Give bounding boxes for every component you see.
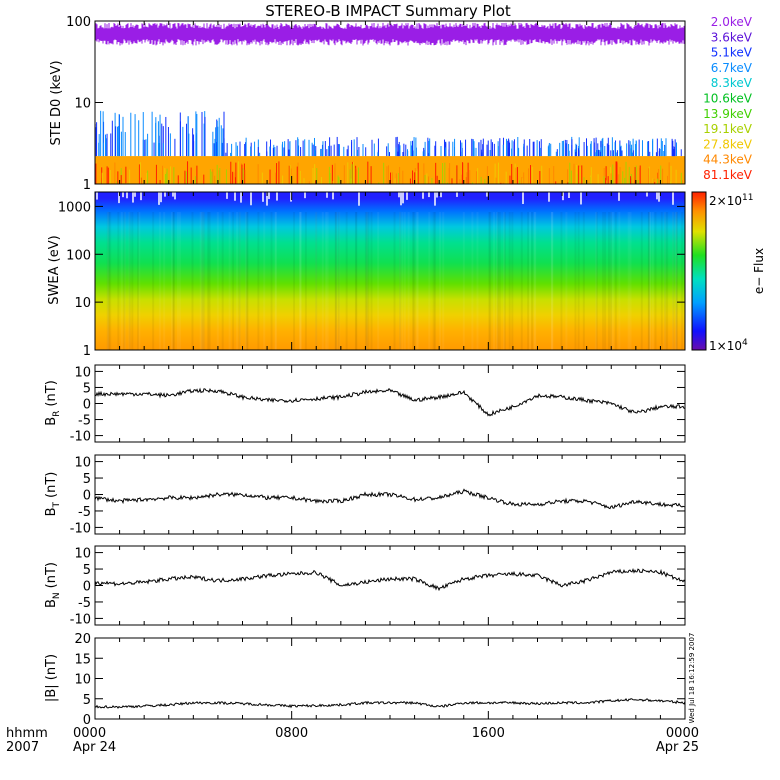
ste-ylabel: STE D0 (keV) [49, 60, 64, 145]
bmag-series-line [94, 697, 686, 709]
ytick-label: 0 [83, 398, 91, 413]
bn-frame [94, 545, 686, 626]
ytick-label: 10 [74, 673, 91, 688]
bn-ylabel: BN(nT) [44, 562, 62, 608]
swea-heatmap [95, 192, 685, 350]
ytick-label: 20 [74, 632, 91, 647]
bt-panel: BT(nT) 105 0-5-10 [44, 454, 686, 536]
ytick-label: -10 [70, 430, 91, 445]
x-tick-label: 0000 [666, 726, 699, 741]
ste-ytick-label: 10 [74, 97, 91, 112]
ytick-label: 0 [83, 489, 91, 504]
swea-ytick-label: 1 [83, 344, 91, 359]
x-row1-label: hhmm [6, 726, 48, 741]
swea-ylabel: SWEA (eV) [47, 235, 62, 304]
x-minor-ticks [94, 21, 686, 719]
ste-legend-entry: 19.1keV [703, 122, 753, 136]
ytick-label: 5 [83, 381, 91, 396]
ste-legend-entry: 27.8keV [703, 137, 753, 151]
bmag-panel: |B| (nT) 20 15 10 5 0 Wed Jul 18 16:12:59 20… [44, 632, 696, 728]
ytick-label: -5 [78, 505, 91, 520]
swea-ytick-label: 1000 [58, 200, 91, 215]
ste-legend-entry: 3.6keV [711, 30, 753, 44]
ste-legend-entry: 10.6keV [703, 92, 753, 106]
ste-legend-entry: 13.9keV [703, 107, 753, 121]
x-date-label: Apr 24 [73, 740, 116, 755]
ytick-label: 5 [83, 563, 91, 578]
colorbar-label: e− Flux [752, 248, 766, 294]
ytick-label: 15 [74, 652, 91, 667]
ytick-label: 10 [74, 456, 91, 471]
ste-legend-entry: 81.1keV [703, 168, 753, 182]
ste-legend-entry: 6.7keV [711, 61, 753, 75]
bn-series-line [94, 567, 686, 592]
ytick-label: 5 [83, 472, 91, 487]
swea-ytick-label: 10 [74, 296, 91, 311]
ste-legend-entry: 5.1keV [711, 46, 753, 60]
colorbar-gradient [691, 191, 707, 351]
colorbar-max-label: 2×1011 [709, 193, 753, 208]
br-frame [94, 364, 686, 443]
ytick-label: 5 [83, 693, 91, 708]
ytick-label: -10 [70, 521, 91, 536]
ytick-label: 10 [74, 365, 91, 380]
br-panel: BR(nT) 105 0-5-10 [44, 364, 686, 445]
x-date-label: Apr 25 [656, 740, 699, 755]
ytick-label: -5 [78, 596, 91, 611]
ste-ytick-label: 100 [66, 15, 91, 30]
bn-panel: BN(nT) 105 0-5-10 [44, 545, 686, 627]
bt-ylabel: BT(nT) [44, 472, 62, 517]
swea-ytick-label: 100 [66, 248, 91, 263]
x-tick-label: 1600 [472, 726, 505, 741]
ytick-label: -5 [78, 414, 91, 429]
colorbar-min-label: 1×104 [709, 338, 748, 353]
ste-legend-entry: 8.3keV [711, 76, 753, 90]
br-ylabel: BR(nT) [44, 380, 62, 426]
ste-legend-entry: 2.0keV [711, 15, 753, 29]
x-row2-label: 2007 [6, 740, 39, 755]
ytick-label: 10 [74, 547, 91, 562]
swea-panel: SWEA (eV) 1 10 100 1000 2×1011 1×104 e− Flu… [47, 191, 766, 359]
bmag-frame [94, 637, 686, 720]
plot-title: STEREO-B IMPACT Summary Plot [265, 2, 511, 20]
ste-legend-entry: 44.3keV [703, 153, 753, 167]
x-tick-label: 0800 [275, 726, 308, 741]
ste-ytick-label: 1 [83, 178, 91, 193]
ytick-label: 0 [83, 713, 91, 728]
x-tick-label: 0000 [73, 726, 106, 741]
ytick-label: -10 [70, 612, 91, 627]
br-series-line [94, 387, 685, 417]
side-timestamp: Wed Jul 18 16:12:59 2007 [688, 633, 696, 724]
bmag-ylabel: |B| (nT) [44, 654, 59, 702]
ste-high-energy-band [95, 156, 685, 184]
swea-colorbar: 2×1011 1×104 e− Flux [691, 191, 766, 353]
bt-series-line [94, 488, 686, 510]
ytick-label: 0 [83, 580, 91, 595]
